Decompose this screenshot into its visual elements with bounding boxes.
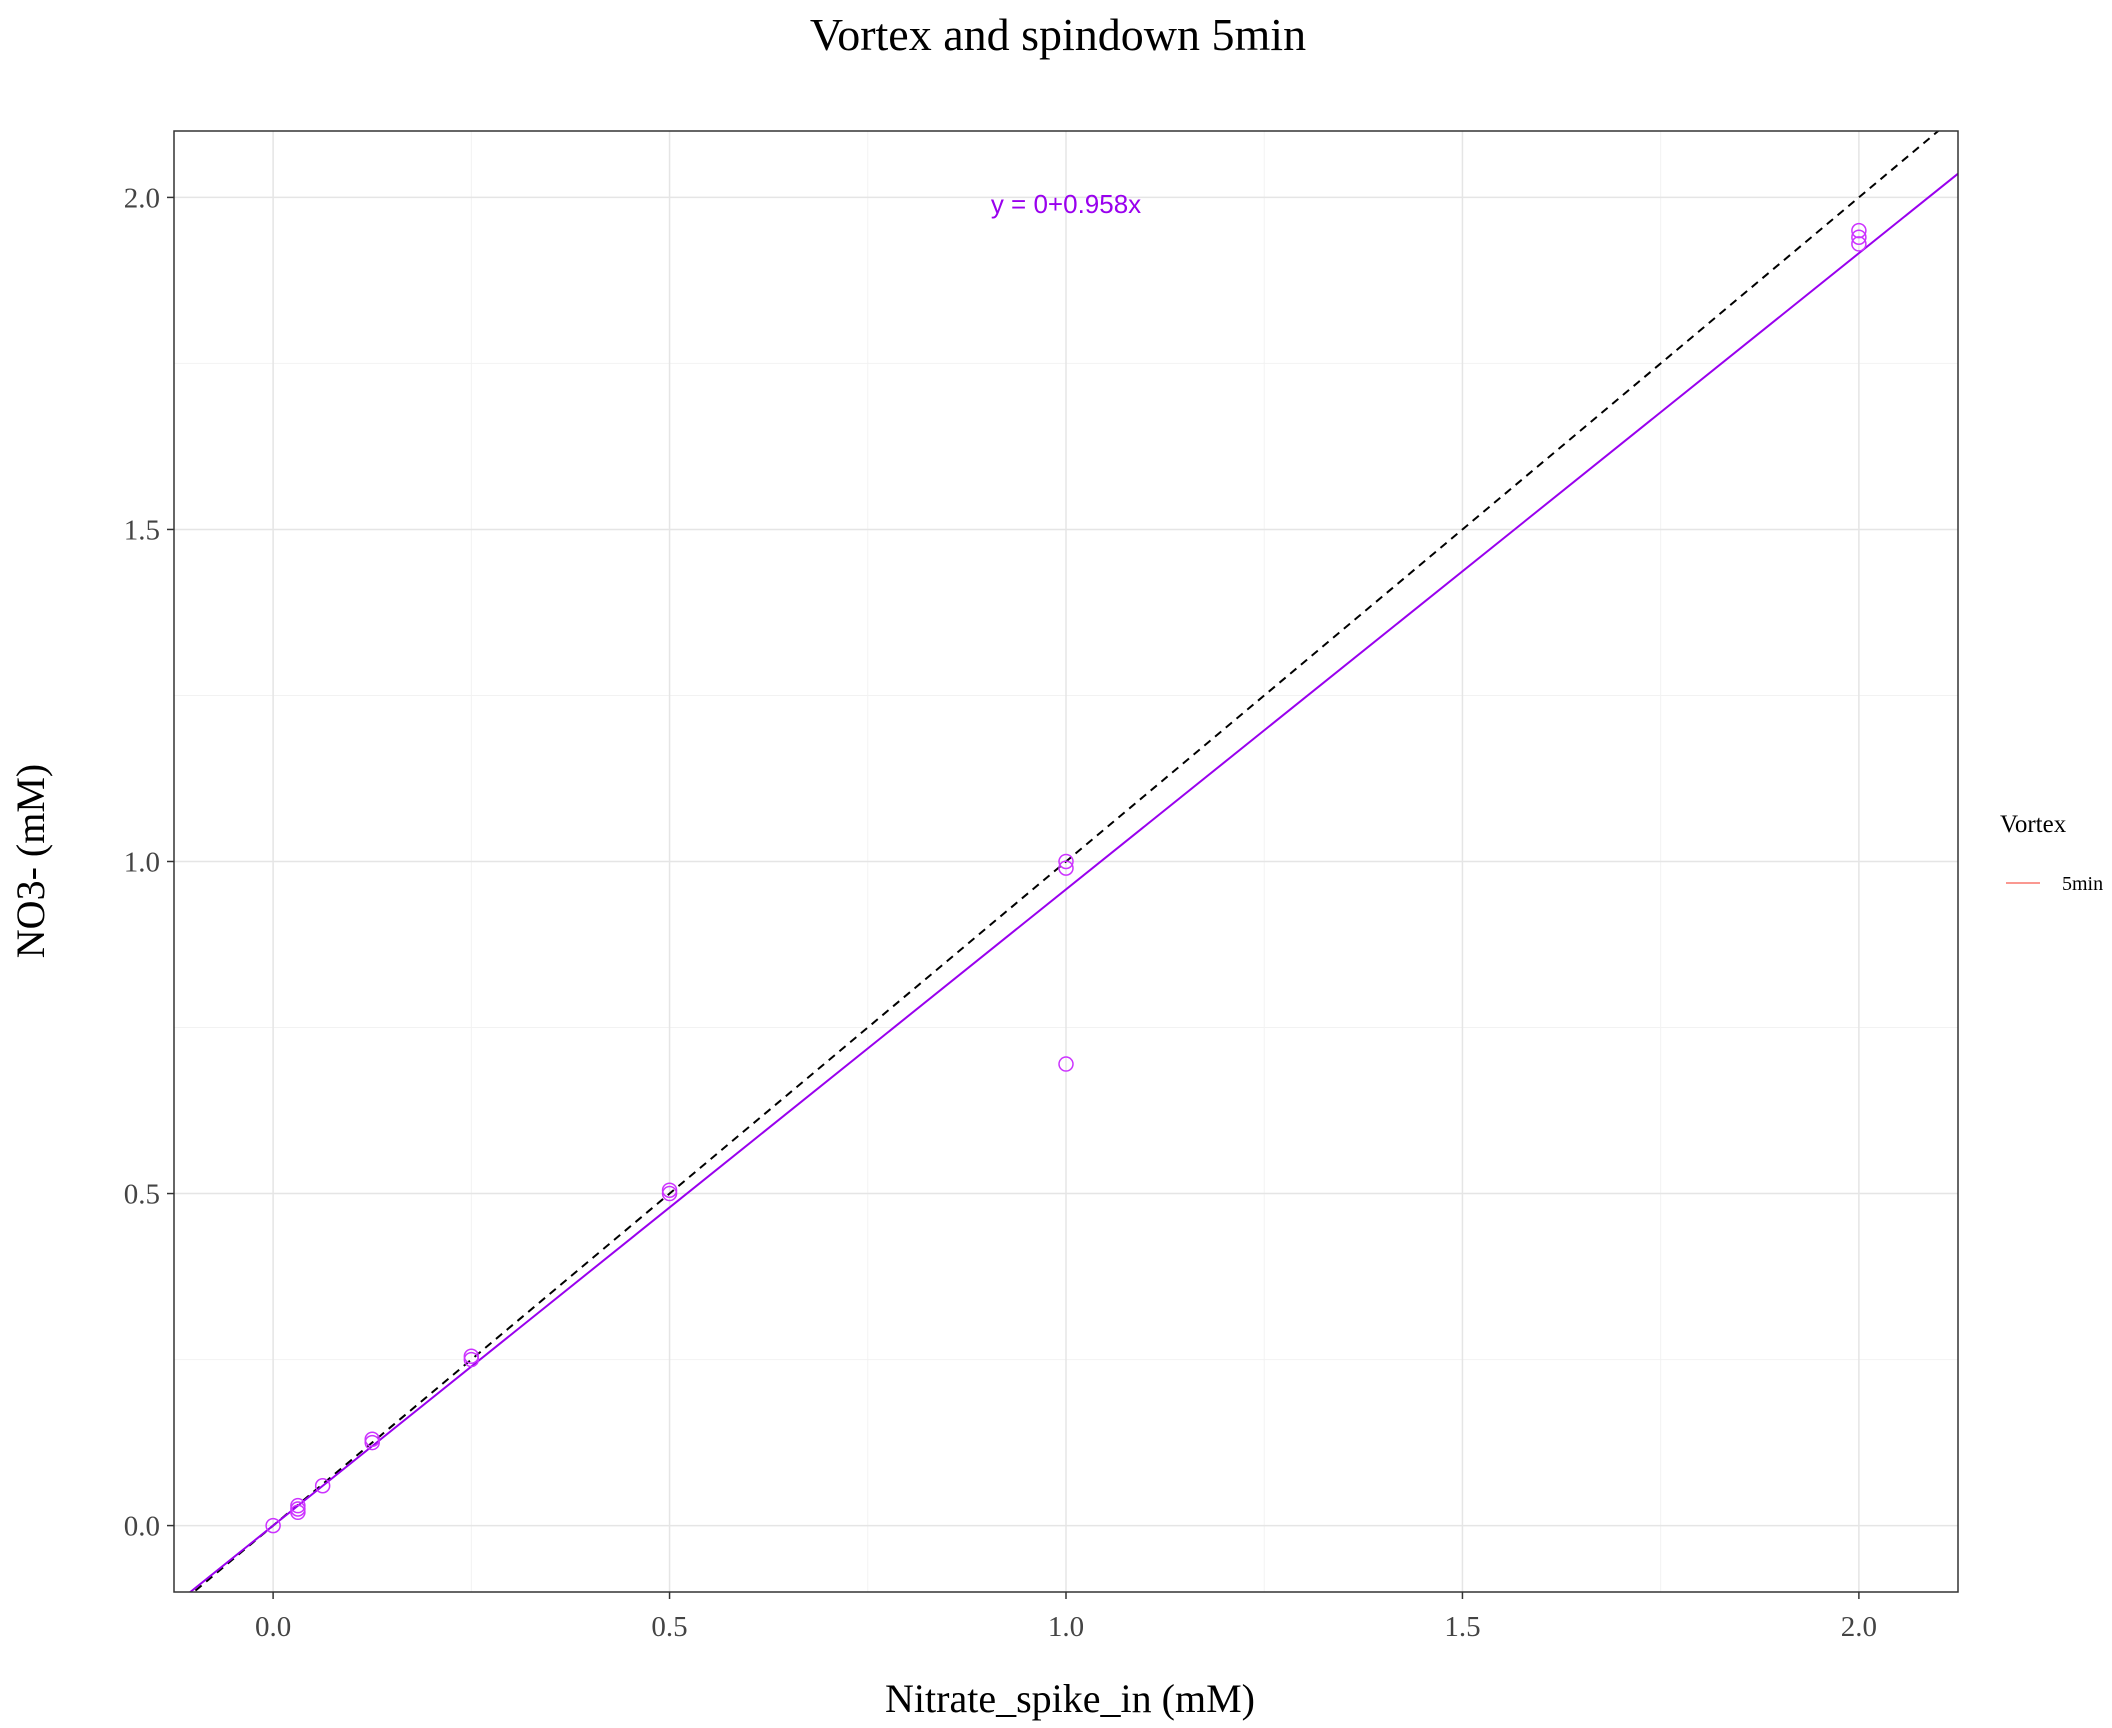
data-point [1851,222,1867,239]
data-point [265,1517,281,1534]
y-axis-label: NO3- (mM) [8,764,53,958]
equation-annotation: y = 0+0.958x [991,189,1141,219]
x-tick-label: 0.0 [255,1611,291,1643]
x-tick-label: 1.5 [1444,1611,1480,1643]
y-tick-label: 1.5 [124,514,160,546]
data-point [1058,860,1074,876]
y-tick-label: 0.0 [124,1511,160,1543]
plot-area: y = 0+0.958x 0.0 0.5 1.0 1.5 2.0 0.0 0.5 1.0 1.5 2… [124,130,1959,1643]
x-tick-label: 2.0 [1841,1611,1877,1643]
legend: Vortex 5min [2000,811,2103,895]
legend-title: Vortex [2000,811,2067,838]
y-tick-label: 0.5 [124,1179,160,1211]
data-point [463,1348,480,1364]
data-point [314,1477,331,1494]
chart-title: Vortex and spindown 5min [810,9,1306,60]
legend-label-5min: 5min [2062,873,2103,895]
data-point [364,1431,380,1448]
y-tick-label: 1.0 [124,847,160,879]
x-axis-label: Nitrate_spike_in (mM) [885,1676,1255,1721]
data-point [1058,853,1074,870]
data-point [1851,229,1867,246]
x-tick-label: 1.0 [1048,1611,1084,1643]
y-tick-label: 2.0 [124,182,160,214]
x-tick-label: 0.5 [651,1611,687,1643]
data-point [1058,1056,1074,1072]
data-point [661,1182,678,1198]
data-point [290,1497,306,1514]
